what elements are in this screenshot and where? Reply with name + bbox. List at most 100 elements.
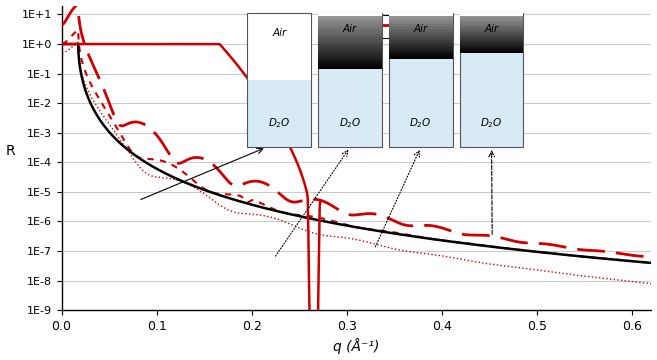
Bar	[460, 19, 524, 21]
Bar	[318, 19, 382, 21]
Bar	[389, 36, 453, 37]
Bar	[318, 16, 382, 18]
Bar	[460, 49, 524, 51]
Bar	[318, 48, 382, 50]
Bar	[318, 13, 382, 147]
Bar	[460, 48, 524, 50]
Bar	[318, 18, 382, 19]
Bar	[248, 13, 311, 80]
Bar	[318, 46, 382, 48]
Bar	[389, 41, 453, 43]
Bar	[460, 43, 524, 45]
Bar	[389, 56, 453, 57]
Bar	[460, 24, 524, 26]
Bar	[318, 59, 382, 60]
Text: $D_2O$: $D_2O$	[339, 116, 361, 130]
Bar	[389, 13, 453, 147]
Bar	[460, 17, 524, 18]
X-axis label: q (Å⁻¹): q (Å⁻¹)	[333, 338, 380, 355]
Bar	[389, 47, 453, 49]
Bar	[389, 24, 453, 26]
Bar	[460, 31, 524, 32]
Bar	[460, 21, 524, 22]
Text: Air: Air	[414, 24, 428, 34]
Bar	[389, 17, 453, 19]
Bar	[318, 51, 382, 53]
Bar	[389, 30, 453, 32]
Bar	[389, 19, 453, 20]
Text: $D_2O$: $D_2O$	[409, 116, 432, 130]
Bar	[318, 42, 382, 44]
Bar	[460, 13, 524, 147]
Bar	[460, 23, 524, 24]
Bar	[389, 46, 453, 47]
Bar	[389, 31, 453, 33]
Bar	[389, 27, 453, 29]
Bar	[318, 33, 382, 36]
Bar	[318, 23, 382, 25]
Bar	[460, 40, 524, 41]
Bar	[318, 60, 382, 62]
Bar	[389, 44, 453, 46]
Legend: 10: 10	[373, 15, 434, 38]
Bar	[460, 13, 524, 16]
Bar	[460, 46, 524, 47]
Bar	[318, 32, 382, 34]
Bar	[318, 26, 382, 28]
Bar	[389, 28, 453, 30]
Bar	[318, 30, 382, 32]
Bar	[460, 37, 524, 39]
Bar	[460, 33, 524, 35]
Bar	[318, 39, 382, 41]
Bar	[318, 13, 382, 16]
Bar	[460, 35, 524, 36]
Bar	[460, 47, 524, 48]
Bar	[389, 22, 453, 23]
Bar	[389, 37, 453, 39]
Text: Air: Air	[484, 24, 499, 34]
Bar	[389, 33, 453, 35]
Y-axis label: R: R	[5, 144, 15, 158]
Bar	[318, 37, 382, 39]
Bar	[460, 18, 524, 19]
Bar	[460, 38, 524, 40]
Text: Air: Air	[343, 24, 357, 34]
Bar	[389, 16, 453, 17]
Bar	[389, 39, 453, 40]
Bar	[460, 51, 524, 52]
Bar	[248, 80, 311, 147]
Bar	[460, 16, 524, 17]
Bar	[460, 36, 524, 37]
Bar	[460, 27, 524, 28]
Bar	[318, 62, 382, 64]
Bar	[460, 32, 524, 33]
Bar	[389, 51, 453, 53]
Bar	[460, 52, 524, 53]
Bar	[248, 13, 311, 147]
Bar	[389, 53, 453, 54]
Bar	[389, 23, 453, 24]
Bar	[318, 28, 382, 30]
Bar	[389, 50, 453, 51]
Bar	[318, 68, 382, 69]
Bar	[389, 34, 453, 36]
Bar	[318, 55, 382, 57]
Bar	[460, 45, 524, 46]
Bar	[389, 43, 453, 44]
Bar	[389, 20, 453, 22]
Text: $D_2O$: $D_2O$	[268, 116, 290, 130]
Bar	[389, 13, 453, 147]
Bar	[389, 49, 453, 50]
Bar	[318, 64, 382, 66]
Bar	[389, 57, 453, 59]
Bar	[389, 40, 453, 42]
Text: $D_2O$: $D_2O$	[480, 116, 503, 130]
Bar	[460, 41, 524, 42]
Bar	[460, 42, 524, 43]
Bar	[460, 13, 524, 147]
Bar	[460, 30, 524, 31]
Bar	[318, 35, 382, 37]
Bar	[318, 24, 382, 27]
Text: Air: Air	[272, 28, 286, 38]
Bar	[460, 26, 524, 27]
